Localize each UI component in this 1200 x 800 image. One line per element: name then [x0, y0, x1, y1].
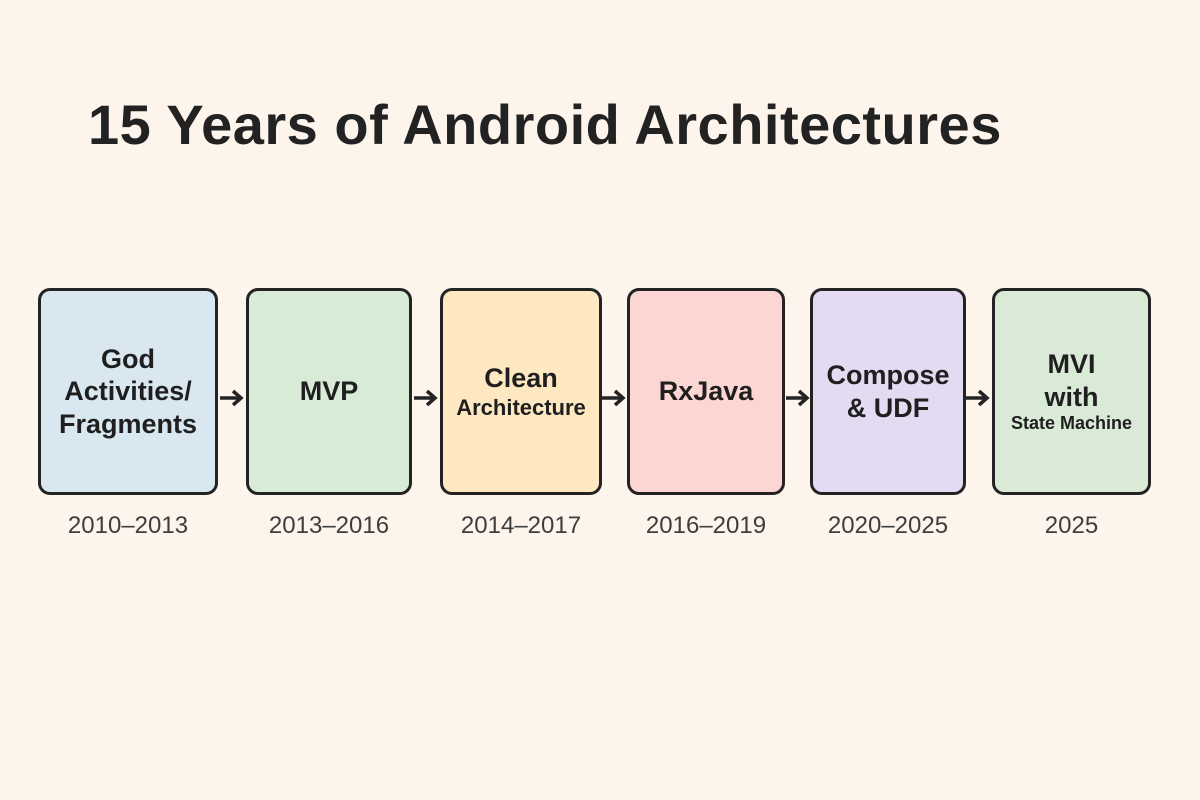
stage-years: 2025	[1044, 512, 1099, 539]
arrow-right-icon	[220, 389, 244, 407]
stage-label-line: MVP	[299, 376, 359, 407]
stage-box-clean-architecture: Clean Architecture	[440, 288, 602, 495]
stage-years: 2010–2013	[67, 512, 189, 539]
stage-box-god-activities: God Activities/ Fragments	[38, 288, 218, 495]
stage-years: 2013–2016	[268, 512, 390, 539]
page-title: 15 Years of Android Architectures	[88, 93, 1002, 156]
stage-box-rxjava: RxJava	[627, 288, 785, 495]
arrow-right-icon	[786, 389, 810, 407]
stage-label-line: & UDF	[846, 392, 930, 423]
stage-label-line: Clean	[484, 363, 558, 394]
arrow-right-icon	[414, 389, 438, 407]
stage-label-line: Compose	[826, 360, 950, 391]
stage-label-line: State Machine	[1010, 413, 1133, 434]
arrow-right-icon	[602, 389, 626, 407]
stage-years: 2016–2019	[645, 512, 767, 539]
stage-label-line: with	[1044, 381, 1099, 412]
stage-label-line: RxJava	[658, 376, 754, 407]
stage-label-line: MVI	[1047, 349, 1096, 380]
stage-years: 2020–2025	[827, 512, 949, 539]
stage-box-mvi-state-machine: MVI with State Machine	[992, 288, 1151, 495]
arrow-right-icon	[966, 389, 990, 407]
stage-label-line: Architecture	[456, 394, 586, 420]
stage-label-line: God	[101, 343, 155, 374]
stage-label-line: Fragments	[58, 408, 198, 439]
stage-years: 2014–2017	[460, 512, 582, 539]
stage-box-compose-udf: Compose & UDF	[810, 288, 966, 495]
stage-box-mvp: MVP	[246, 288, 412, 495]
stage-label-line: Activities/	[64, 376, 192, 407]
